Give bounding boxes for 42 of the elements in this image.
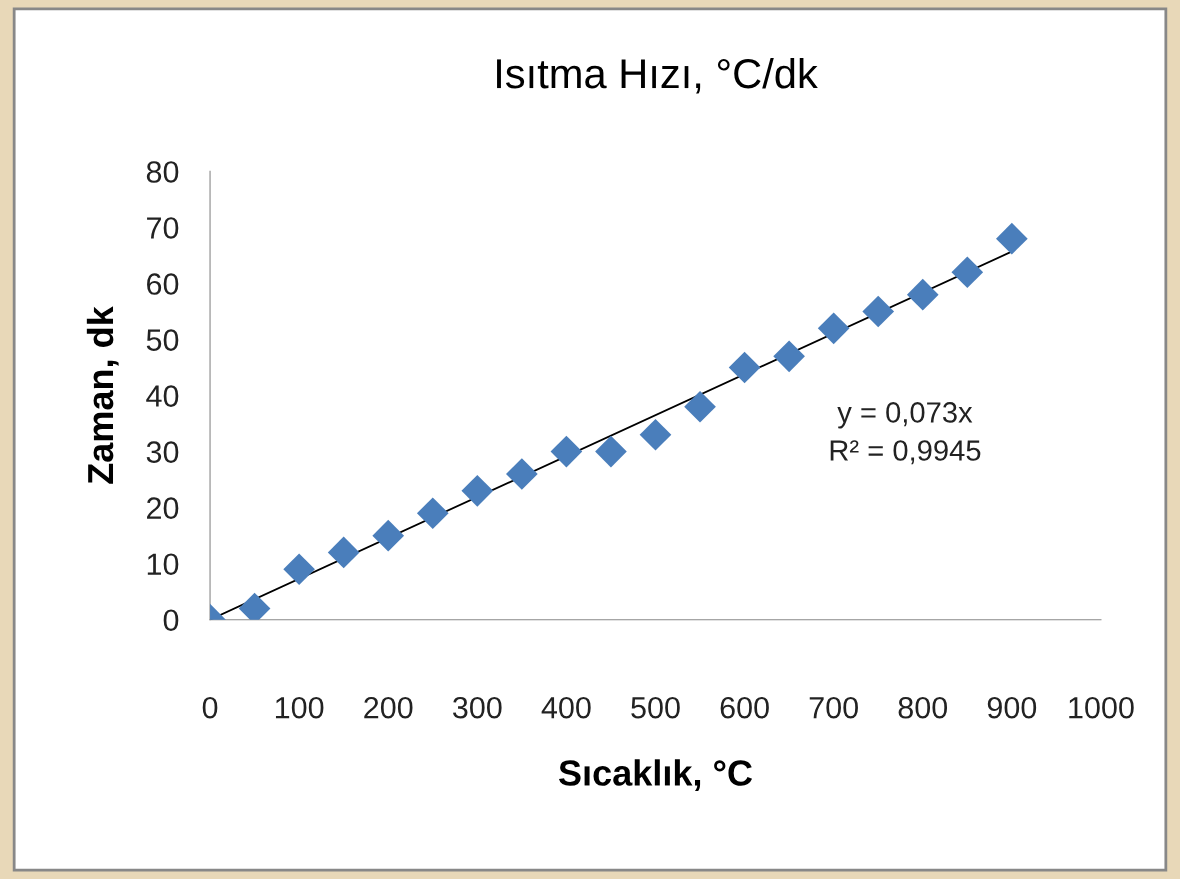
annotation: R² = 0,9945 xyxy=(830,440,981,465)
point xyxy=(461,474,494,507)
point xyxy=(639,418,672,451)
chart-title: Isıtma Hızı, °C/dk xyxy=(497,57,818,94)
point xyxy=(817,312,850,345)
y-tick-label: 10 xyxy=(147,553,179,576)
y-tick-label: 20 xyxy=(147,497,179,519)
y-tick-label: 40 xyxy=(146,385,179,407)
y-tick-label: 50 xyxy=(146,329,179,351)
annotation: y = 0,073x xyxy=(837,402,973,429)
point xyxy=(996,222,1028,255)
y-tick-label: 0 xyxy=(163,609,179,632)
x-tick-label: 0 xyxy=(202,696,218,719)
point xyxy=(372,519,405,552)
y-tick-label: 70 xyxy=(147,217,179,239)
y-tick-label: 60 xyxy=(147,273,179,295)
x-tick-label: 100 xyxy=(275,696,324,719)
point xyxy=(906,278,939,311)
x-axis-title: Sıcaklık, °C xyxy=(558,759,753,792)
point xyxy=(283,553,315,586)
point xyxy=(684,390,716,423)
x-tick-label: 600 xyxy=(720,696,769,719)
point xyxy=(416,497,449,530)
y-axis-title: Zaman, dk xyxy=(86,306,119,484)
x-tick-label: 1000 xyxy=(1069,696,1134,719)
x-tick-label: 700 xyxy=(809,696,858,719)
x-tick-label: 500 xyxy=(631,696,680,719)
point xyxy=(728,351,761,384)
point xyxy=(595,435,627,468)
point xyxy=(506,458,538,490)
x-tick-label: 900 xyxy=(987,696,1037,719)
point xyxy=(862,295,895,328)
y-tick-label: 80 xyxy=(146,161,179,183)
point xyxy=(773,340,805,373)
x-tick-label: 800 xyxy=(898,696,948,719)
point xyxy=(327,536,360,569)
x-tick-label: 400 xyxy=(541,696,591,719)
point xyxy=(951,256,984,289)
x-tick-label: 200 xyxy=(364,696,413,719)
y-tick-label: 30 xyxy=(146,441,179,463)
point xyxy=(550,435,583,468)
x-tick-label: 300 xyxy=(452,696,502,719)
